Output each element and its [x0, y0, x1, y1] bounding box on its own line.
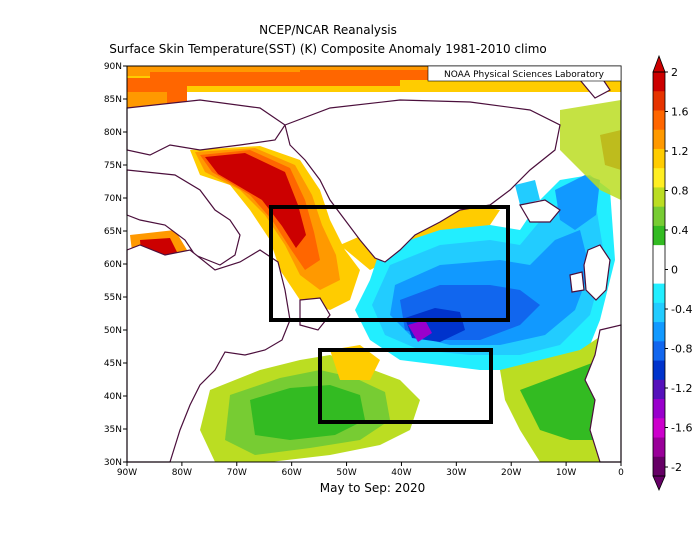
lon-label: 90W: [117, 468, 137, 478]
longitude-axis: 90W 80W 70W 60W 50W 40W 30W 20W 10W 0: [117, 462, 624, 478]
colorbar-border: [652, 71, 666, 477]
colorbar: 2 1.6 1.2 0.8 0.4 0 -0.4 -0.8 -1.2 -1.6 -2: [652, 54, 692, 492]
colorbar-swatch: [653, 456, 665, 477]
lon-label: 80W: [172, 468, 192, 478]
colorbar-swatch: [653, 91, 665, 111]
colorbar-swatch: [653, 225, 665, 246]
map-subtitle: Surface Skin Temperature(SST) (K) Compos…: [109, 42, 547, 56]
colorbar-swatch: [653, 283, 665, 304]
colorbar-swatch: [653, 187, 665, 208]
colorbar-swatch: [653, 168, 665, 188]
lon-label: 50W: [336, 468, 356, 478]
lon-label: 40W: [391, 468, 411, 478]
colorbar-swatch: [653, 379, 665, 400]
colorbar-swatch: [653, 302, 665, 323]
lat-label: 75N: [104, 161, 122, 171]
colorbar-swatch: [653, 110, 665, 131]
credit-label: NOAA Physical Sciences Laboratory: [444, 70, 605, 80]
lat-label: 45N: [104, 359, 122, 369]
lat-label: 65N: [104, 227, 122, 237]
colorbar-swatch: [653, 341, 665, 362]
colorbar-swatch: [653, 322, 665, 342]
colorbar-label: -1.6: [671, 422, 692, 435]
latitude-axis: 90N 85N 80N 75N 70N 65N 60N 55N 50N 45N 40N 35N 30N: [104, 62, 127, 468]
lat-label: 85N: [104, 95, 122, 105]
lon-label: 30W: [446, 468, 466, 478]
colorbar-swatch: [653, 360, 665, 381]
lat-label: 55N: [104, 293, 122, 303]
lon-label: 0: [618, 468, 624, 478]
lat-label: 30N: [104, 458, 122, 468]
colorbar-label: -0.8: [671, 343, 692, 356]
north-region-box: [269, 205, 510, 322]
lat-label: 80N: [104, 128, 122, 138]
lat-label: 60N: [104, 260, 122, 270]
lat-label: 40N: [104, 392, 122, 402]
lat-label: 35N: [104, 425, 122, 435]
land-masses: [126, 74, 622, 463]
colorbar-swatch: [653, 399, 665, 419]
colorbar-swatch: [653, 148, 665, 169]
colorbar-label: 0.4: [671, 224, 689, 237]
colorbar-swatch: [653, 437, 665, 458]
lat-label: 70N: [104, 194, 122, 204]
colorbar-label: -2: [671, 461, 682, 474]
colorbar-swatch: [653, 206, 665, 227]
colorbar-label: 0.8: [671, 185, 689, 198]
colorbar-label: -1.2: [671, 382, 692, 395]
colorbar-label: 2: [671, 66, 678, 79]
lat-label: 50N: [104, 326, 122, 336]
south-region-box: [318, 348, 493, 424]
colorbar-label: 1.2: [671, 145, 689, 158]
colorbar-label: 1.6: [671, 106, 689, 119]
colorbar-swatch: [653, 72, 665, 92]
period-label: May to Sep: 2020: [319, 481, 426, 495]
lat-label: 90N: [104, 62, 122, 72]
lon-label: 20W: [501, 468, 521, 478]
colorbar-label: 0: [671, 264, 678, 277]
colorbar-swatch: [653, 418, 665, 439]
colorbar-swatch: [653, 264, 665, 285]
colorbar-swatch: [653, 245, 665, 265]
colorbar-label: -0.4: [671, 303, 692, 316]
lon-label: 70W: [227, 468, 247, 478]
lon-label: 60W: [281, 468, 301, 478]
lon-label: 10W: [556, 468, 576, 478]
colorbar-swatch: [653, 129, 665, 150]
map-title: NCEP/NCAR Reanalysis: [259, 23, 397, 37]
colorbar-max-arrow: [652, 54, 666, 73]
